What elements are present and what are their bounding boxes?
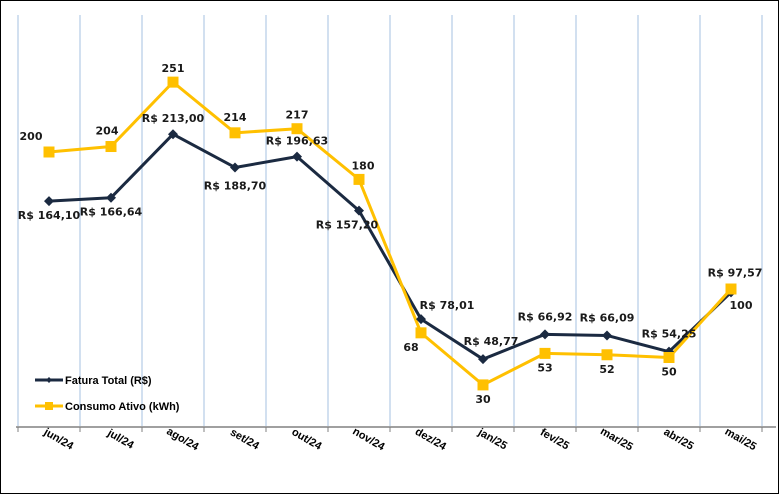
consumo-marker [663,352,675,363]
series-lines [48,80,733,387]
x-tick-label: dez/24 [413,426,449,454]
legend-fatura-marker [46,377,52,383]
x-tick-labels: jun/24 jul/24 ago/24 set/24 out/24 nov/24 dez/… [41,425,758,453]
consumo-data-label: 200 [20,130,43,143]
consumo-marker [43,146,55,158]
consumo-data-label: 180 [352,159,375,172]
fatura-data-label: R$ 54,25 [642,328,697,341]
fatura-data-label: R$ 66,92 [518,310,573,323]
x-tick-label: nov/24 [350,425,387,453]
fatura-data-label: R$ 48,77 [464,335,519,348]
x-axis [16,426,776,432]
fatura-data-label: R$ 78,01 [420,299,475,312]
legend-consumo-marker [45,402,53,410]
consumo-marker [167,76,179,88]
fatura-marker [292,151,302,162]
fatura-line [48,132,733,361]
consumo-data-label: 251 [162,62,185,75]
fatura-data-label: R$ 66,09 [580,311,635,324]
consumo-line [48,80,733,387]
consumo-marker [291,123,303,135]
series-markers [43,76,737,391]
fatura-data-label: R$ 188,70 [204,179,267,192]
x-tick-label: mar/25 [598,425,635,453]
x-tick-label: jan/25 [475,426,509,452]
consumo-data-label: 68 [403,341,418,354]
fatura-data-label: R$ 213,00 [142,112,205,125]
x-tick-label: out/24 [289,426,324,453]
fatura-marker [44,196,54,207]
fatura-marker [354,205,364,216]
fatura-marker [540,329,550,340]
fatura-marker [416,314,426,325]
data-labels: R$ 164,10 R$ 166,64 R$ 213,00 R$ 188,70 R$ 1… [18,62,763,406]
consumo-data-label: 53 [537,361,552,374]
fatura-data-label: R$ 196,63 [266,135,328,148]
consumo-data-label: 214 [224,111,247,124]
consumo-marker [353,173,365,185]
consumo-marker [725,283,737,295]
fatura-marker [106,192,116,203]
legend: Fatura Total (R$) Consumo Ativo (kWh) [35,375,180,413]
gridlines [17,15,763,426]
consumo-data-label: 52 [599,363,614,376]
x-tick-label: fev/25 [538,426,571,452]
consumo-data-label: 217 [286,109,309,122]
x-tick-label: set/24 [228,426,262,452]
x-tick-label: abr/25 [661,426,695,453]
fatura-marker [478,354,488,365]
x-tick-label: jun/24 [41,426,76,453]
fatura-marker [168,129,178,140]
consumo-marker [539,347,551,359]
consumo-marker [601,349,613,361]
fatura-marker [230,162,240,173]
consumo-marker [105,141,117,153]
fatura-data-label: R$ 157,20 [316,219,379,232]
x-tick-label: jul/24 [104,427,136,452]
x-tick-label: mai/25 [723,426,759,454]
fatura-data-label: R$ 166,64 [80,206,143,219]
fatura-data-label: R$ 97,57 [708,266,763,279]
consumo-data-label: 204 [96,125,119,138]
consumo-marker [229,127,241,139]
consumo-marker [477,379,489,391]
consumo-marker [415,327,427,339]
consumo-data-label: 30 [475,393,491,406]
consumo-data-label: 100 [730,299,753,312]
x-tick-label: ago/24 [164,425,201,453]
legend-fatura-label: Fatura Total (R$) [65,375,152,387]
legend-consumo-label: Consumo Ativo (kWh) [65,401,180,413]
fatura-marker [602,330,612,341]
fatura-data-label: R$ 164,10 [18,209,81,222]
consumo-data-label: 50 [661,366,677,379]
